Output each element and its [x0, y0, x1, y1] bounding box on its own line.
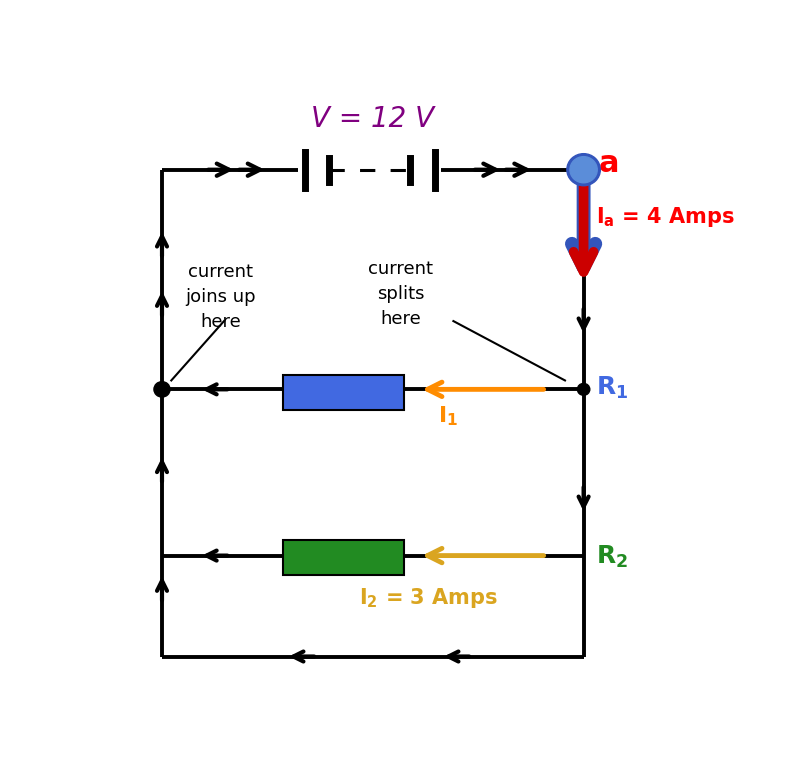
Text: $\mathbf{I_a}$ = 4 Amps: $\mathbf{I_a}$ = 4 Amps	[596, 205, 734, 229]
Text: current
splits
here: current splits here	[368, 261, 434, 328]
Circle shape	[567, 153, 600, 186]
Circle shape	[154, 382, 170, 397]
Text: $\mathbf{R_2}$: $\mathbf{R_2}$	[596, 544, 628, 570]
Text: a: a	[599, 150, 620, 178]
Circle shape	[578, 383, 590, 396]
Text: V = 12 V: V = 12 V	[311, 105, 434, 133]
Text: current
joins up
here: current joins up here	[186, 264, 256, 332]
Circle shape	[570, 157, 598, 183]
Text: $\mathbf{I_1}$: $\mathbf{I_1}$	[438, 404, 458, 428]
Text: $\mathbf{I_2}$ = 3 Amps: $\mathbf{I_2}$ = 3 Amps	[359, 586, 498, 611]
Bar	[283, 540, 404, 575]
Text: $\mathbf{R_1}$: $\mathbf{R_1}$	[596, 375, 628, 401]
Bar	[283, 375, 404, 410]
